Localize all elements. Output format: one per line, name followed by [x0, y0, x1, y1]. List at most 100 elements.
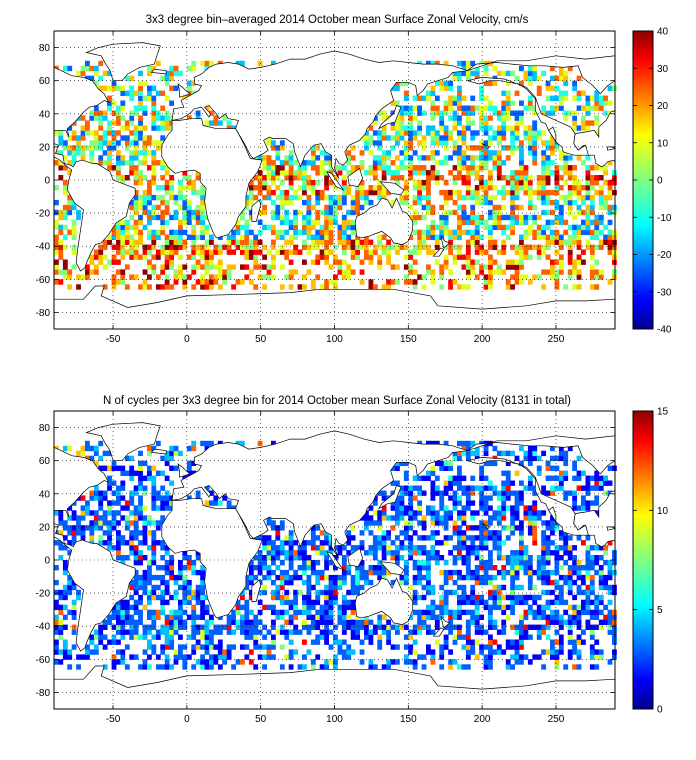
cycles-bin-cell [589, 664, 595, 670]
cycles-bin-cell [417, 594, 423, 601]
velocity-bin-cell [182, 274, 188, 280]
velocity-bin-cell [355, 199, 361, 206]
velocity-bin-cell [412, 95, 418, 101]
cycles-bin-cell [377, 535, 383, 541]
cycles-bin-cell [558, 485, 564, 491]
velocity-bin-cell [54, 199, 59, 206]
velocity-bin-cell [195, 264, 201, 270]
velocity-bin-cell [169, 284, 175, 290]
velocity-bin-cell [403, 105, 409, 111]
cycles-bin-cell [576, 619, 582, 625]
cycles-bin-cell [54, 589, 59, 596]
velocity-bin-cell [426, 95, 431, 101]
cycles-bin-cell [550, 589, 555, 596]
velocity-bin-cell [195, 204, 201, 211]
velocity-bin-cell [226, 120, 232, 126]
cycles-bin-cell [501, 594, 507, 601]
velocity-bin-cell [116, 219, 121, 226]
cycles-bin-cell [310, 659, 316, 665]
cycles-bin-cell [426, 629, 431, 635]
velocity-bin-cell [470, 160, 476, 166]
velocity-bin-cell [594, 269, 600, 275]
cycles-bin-cell [550, 455, 555, 462]
velocity-bin-cell [173, 70, 179, 77]
cycles-bin-cell [527, 574, 533, 581]
cycles-bin-cell [142, 649, 148, 655]
velocity-bin-cell [102, 140, 108, 146]
velocity-bin-cell [563, 219, 569, 226]
cycles-bin-cell [133, 624, 139, 630]
cycles-bin-cell [288, 629, 294, 635]
velocity-bin-cell [386, 170, 392, 176]
cycles-bin-cell [62, 560, 68, 566]
cycles-bin-cell [536, 629, 542, 635]
velocity-bin-cell [186, 80, 192, 87]
velocity-bin-cell [452, 165, 458, 171]
cycles-bin-cell [302, 555, 307, 561]
cycles-bin-cell [169, 505, 175, 511]
velocity-bin-cell [142, 150, 148, 156]
velocity-bin-cell [204, 65, 210, 72]
velocity-bin-cell [434, 150, 440, 156]
cycles-bin-cell [248, 609, 254, 616]
cycles-bin-cell [421, 535, 427, 541]
velocity-bin-cell [116, 150, 121, 156]
cycles-bin-cell [80, 505, 86, 511]
velocity-bin-cell [585, 229, 591, 236]
cycles-bin-cell [341, 574, 347, 581]
velocity-bin-cell [412, 170, 418, 176]
velocity-bin-cell [155, 284, 161, 290]
velocity-bin-cell [399, 80, 405, 87]
velocity-bin-cell [306, 224, 312, 231]
velocity-bin-cell [133, 125, 139, 131]
cycles-bin-cell [589, 475, 595, 481]
cycles-bin-cell [434, 639, 440, 645]
velocity-bin-cell [372, 170, 378, 176]
velocity-bin-cell [585, 189, 591, 196]
velocity-bin-cell [430, 135, 436, 141]
cycles-bin-cell [173, 614, 179, 620]
cycles-bin-cell [257, 599, 263, 606]
velocity-bin-cell [116, 244, 121, 250]
velocity-bin-cell [368, 125, 374, 131]
cycles-bin-cell [310, 604, 316, 611]
cycles-bin-cell [355, 629, 361, 635]
velocity-bin-cell [488, 244, 493, 250]
velocity-bin-cell [133, 209, 139, 216]
cycles-bin-cell [488, 624, 493, 630]
cycles-bin-cell [306, 614, 312, 620]
cycles-bin-cell [448, 624, 454, 630]
cycles-bin-cell [169, 480, 175, 486]
cycles-bin-cell [248, 619, 254, 625]
cycles-bin-cell [213, 644, 219, 650]
cycles-bin-cell [390, 555, 396, 561]
cycles-bin-cell [302, 550, 307, 556]
velocity-bin-cell [204, 239, 210, 245]
velocity-bin-cell [519, 239, 524, 245]
velocity-bin-cell [514, 249, 520, 255]
velocity-bin-cell [231, 229, 237, 236]
cycles-bin-cell [315, 545, 321, 551]
cycles-bin-cell [355, 634, 361, 640]
cycles-bin-cell [293, 629, 299, 635]
velocity-bin-cell [563, 170, 569, 176]
cycles-bin-cell [133, 530, 139, 536]
cycles-bin-cell [164, 505, 170, 511]
cycles-bin-cell [62, 624, 68, 630]
velocity-bin-cell [567, 274, 573, 280]
cycles-bin-cell [474, 569, 480, 576]
velocity-bin-cell [151, 155, 157, 161]
cycles-bin-cell [461, 530, 467, 536]
cycles-bin-cell [302, 560, 307, 566]
cycles-bin-cell [58, 515, 64, 521]
velocity-bin-cell [93, 130, 99, 136]
cycles-bin-cell [505, 460, 511, 467]
cycles-bin-cell [550, 520, 555, 526]
cycles-bin-cell [120, 624, 126, 630]
velocity-bin-cell [417, 194, 423, 201]
cycles-bin-cell [275, 584, 281, 591]
velocity-bin-cell [346, 150, 352, 156]
velocity-bin-cell [302, 219, 307, 226]
cycles-bin-cell [523, 634, 529, 640]
cycles-bin-cell [297, 629, 303, 635]
